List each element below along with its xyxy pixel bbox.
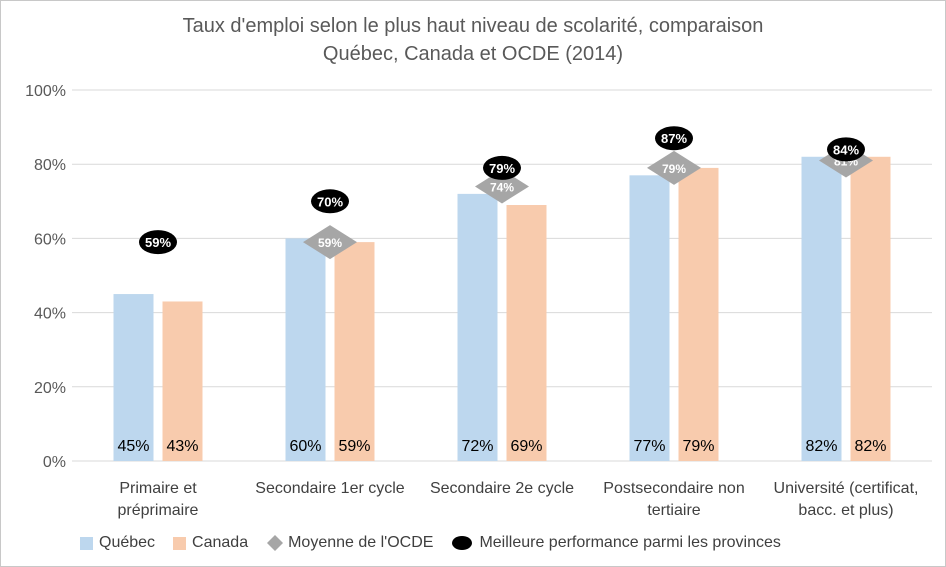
marker-ocde: [647, 150, 701, 185]
chart-title: Taux d'emploi selon le plus haut niveau …: [0, 12, 946, 68]
data-label-quebec: 77%: [633, 438, 665, 455]
data-label-canada: 59%: [338, 438, 370, 455]
legend-diamond-icon: [267, 535, 284, 551]
y-tick-label: 80%: [34, 157, 66, 174]
data-label-canada: 69%: [510, 438, 542, 455]
y-tick-label: 0%: [43, 454, 66, 471]
legend-item-quebec: Québec: [80, 534, 155, 552]
bar-canada: [506, 205, 547, 461]
chart-title-line-2: Québec, Canada et OCDE (2014): [322, 43, 624, 65]
y-tick-label: 100%: [25, 83, 66, 100]
x-category-label: Primaire et: [119, 480, 197, 497]
x-category-label: tertiaire: [647, 502, 700, 519]
marker-best: [827, 137, 865, 162]
data-label-best: 84%: [833, 142, 859, 157]
legend-label-quebec: Québec: [99, 534, 156, 551]
x-category-label: Secondaire 1er cycle: [255, 480, 405, 497]
bar-canada: [334, 242, 375, 461]
data-label-ocde: 79%: [662, 162, 686, 176]
data-label-quebec: 82%: [805, 438, 837, 455]
data-label-canada: 79%: [682, 438, 714, 455]
bar-canada: [850, 156, 891, 461]
x-category-label: Université (certificat,: [774, 480, 919, 497]
bar-canada: [162, 301, 203, 461]
legend-item-canada: Canada: [173, 534, 248, 552]
legend-item-ocde: Moyenne de l'OCDE: [266, 534, 433, 552]
chart-title-line-1: Taux d'emploi selon le plus haut niveau …: [182, 15, 764, 37]
data-label-ocde: 59%: [318, 236, 342, 250]
legend-label-ocde: Moyenne de l'OCDE: [288, 534, 434, 551]
legend-swatch-canada: [173, 536, 187, 550]
x-category-label: bacc. et plus): [798, 502, 893, 519]
data-label-quebec: 60%: [289, 438, 321, 455]
marker-best: [483, 155, 521, 180]
bar-quebec: [285, 238, 326, 461]
legend-label-best: Meilleure performance parmi les province…: [479, 534, 781, 551]
y-tick-label: 40%: [34, 306, 66, 323]
data-label-quebec: 45%: [117, 438, 149, 455]
data-label-best: 87%: [661, 131, 687, 146]
x-category-label: Secondaire 2e cycle: [430, 480, 574, 497]
x-category-label: préprimaire: [118, 502, 199, 519]
marker-best: [311, 189, 349, 214]
bar-quebec: [629, 175, 670, 461]
legend-ellipse-icon: [452, 536, 473, 550]
legend-label-canada: Canada: [192, 534, 249, 551]
bar-canada: [678, 167, 719, 461]
legend: Québec Canada Moyenne de l'OCDE Meilleur…: [80, 531, 799, 555]
x-category-label: Postsecondaire non: [603, 480, 744, 497]
bar-quebec: [457, 193, 498, 461]
marker-best: [655, 126, 693, 151]
data-label-canada: 82%: [854, 438, 886, 455]
legend-swatch-quebec: [80, 536, 93, 550]
data-label-best: 79%: [489, 161, 515, 176]
data-label-ocde: 74%: [490, 180, 514, 194]
y-tick-label: 20%: [34, 380, 66, 397]
marker-ocde: [303, 225, 357, 260]
data-label-best: 70%: [317, 194, 343, 209]
marker-ocde: [475, 169, 529, 204]
bar-quebec: [113, 294, 154, 461]
data-label-best: 59%: [145, 235, 171, 250]
marker-best: [139, 230, 177, 255]
bar-quebec: [801, 156, 842, 461]
data-label-canada: 43%: [166, 438, 198, 455]
legend-item-best: Meilleure performance parmi les province…: [451, 534, 781, 552]
y-tick-label: 60%: [34, 231, 66, 248]
data-label-quebec: 72%: [461, 438, 493, 455]
